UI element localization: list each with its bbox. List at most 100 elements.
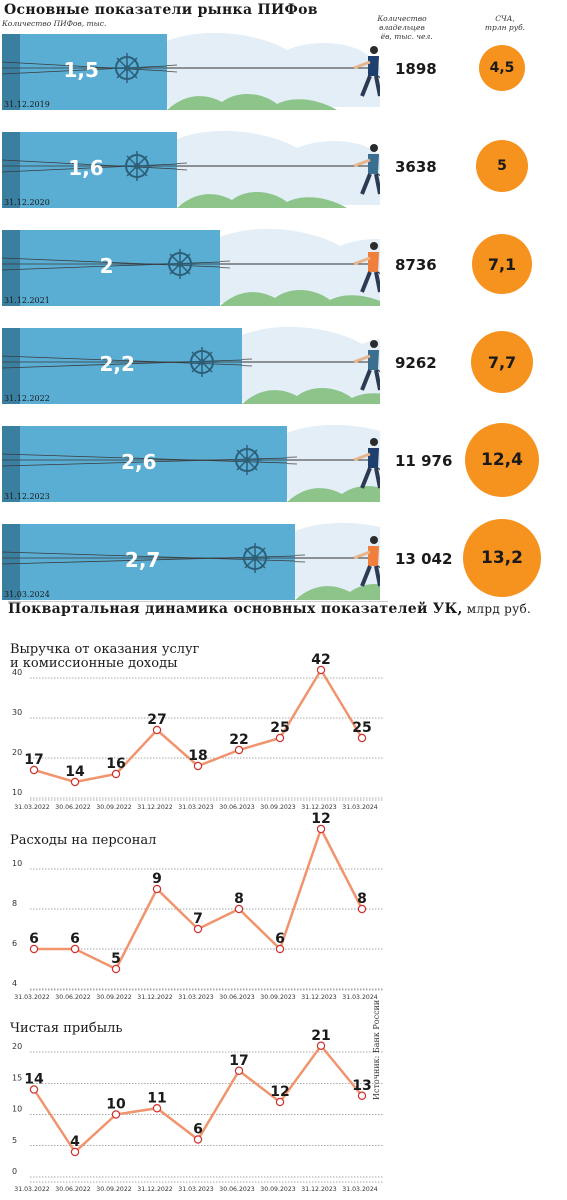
x-tick-label: 31.12.2022 [137, 1186, 172, 1193]
cloud-shape [147, 32, 380, 107]
data-point [357, 733, 367, 743]
chart-title-line: Чистая прибыль [10, 1021, 123, 1036]
y-tick-label: 5 [12, 1136, 17, 1145]
fund-row: 1,5 31.12.2019 [2, 32, 380, 116]
chart-title: Чистая прибыль [10, 1022, 122, 1036]
data-label: 6 [29, 931, 39, 947]
data-point [234, 745, 244, 755]
x-tick-label: 31.12.2022 [137, 804, 172, 811]
data-label: 6 [70, 931, 80, 947]
data-label: 18 [188, 748, 207, 764]
y-tick-label: 8 [12, 899, 17, 908]
y-tick-label: 0 [12, 1167, 17, 1176]
owners-value: 3638 [395, 158, 437, 176]
data-point [234, 1066, 244, 1075]
x-tick-label: 30.09.2023 [260, 804, 295, 811]
data-point [316, 665, 326, 675]
data-point [29, 765, 39, 775]
data-point [193, 761, 203, 771]
data-point [357, 904, 367, 914]
quarterly-title-bold: Поквартальная динамика основных показате… [8, 601, 463, 617]
row-date: 31.12.2023 [4, 492, 50, 501]
nav-circle: 5 [476, 140, 528, 192]
person-arm [353, 256, 371, 266]
x-tick-label: 31.12.2023 [301, 1186, 336, 1193]
owners-value: 9262 [395, 354, 437, 372]
y-tick-label: 30 [12, 708, 22, 717]
data-label: 13 [352, 1078, 371, 1094]
data-point [152, 884, 162, 894]
data-point [152, 1104, 162, 1113]
funds-bar [2, 426, 287, 502]
data-point [316, 824, 326, 834]
data-point [111, 1110, 121, 1119]
fund-row: 2 31.12.2021 [2, 228, 380, 312]
owners-value: 1898 [395, 60, 437, 78]
data-label: 12 [311, 811, 330, 827]
funds-bar-edge [2, 34, 20, 110]
person-head [370, 438, 378, 446]
funds-value: 2,6 [121, 450, 157, 474]
person-body [368, 154, 379, 174]
owners-header-line1: Количество владельцев [377, 14, 427, 32]
data-point [193, 1135, 203, 1144]
grass-shape [220, 290, 380, 306]
rope-over-bar [2, 249, 220, 279]
grass-shape [287, 486, 380, 502]
person-body [368, 252, 379, 272]
data-point [29, 944, 39, 954]
nav-header-line1: СЧА, [495, 14, 515, 23]
data-label: 5 [111, 951, 121, 967]
x-tick-label: 31.03.2022 [14, 994, 49, 1001]
row-illustration [2, 522, 380, 600]
funds-bar-edge [2, 230, 20, 306]
row-date: 31.12.2022 [4, 394, 50, 403]
nav-circle: 4,5 [479, 45, 525, 91]
x-tick-label: 31.03.2022 [14, 804, 49, 811]
nav-header: СЧА, трлн руб. [482, 14, 528, 32]
divider [8, 601, 388, 602]
data-label: 11 [147, 1090, 166, 1106]
chart-title: Расходы на персонал [10, 834, 156, 848]
person-legs [360, 369, 380, 391]
funds-value: 2,7 [124, 548, 161, 572]
person-body [368, 546, 379, 566]
nav-circle: 7,1 [472, 234, 532, 294]
funds-bar-edge [2, 328, 20, 404]
person-legs [360, 467, 380, 489]
funds-bar-edge [2, 132, 20, 208]
owners-value: 13 042 [395, 550, 453, 568]
funds-bar-edge [2, 426, 20, 502]
row-date: 31.12.2021 [4, 296, 50, 305]
person-head [370, 536, 378, 544]
cloud-shape [275, 522, 380, 597]
quarterly-title: Поквартальная динамика основных показате… [8, 601, 531, 617]
data-point [70, 1147, 80, 1157]
owners-value: 8736 [395, 256, 437, 274]
x-tick-label: 30.09.2023 [260, 994, 295, 1001]
person-arm [353, 60, 371, 70]
source-note: Источник: Банк России [372, 999, 381, 1100]
owners-header-line2: паёв, тыс. чел. [371, 32, 433, 41]
funds-value: 1,5 [63, 58, 99, 82]
data-label: 16 [106, 756, 125, 772]
nav-circle: 13,2 [463, 519, 541, 597]
x-tick-label: 30.06.2023 [219, 804, 254, 811]
data-point [152, 725, 162, 735]
y-tick-label: 20 [12, 1042, 22, 1051]
fund-row: 2,2 31.12.2022 [2, 326, 380, 410]
rope-over-bar [2, 347, 242, 377]
funds-value: 2,2 [99, 352, 135, 376]
x-tick-label: 30.09.2023 [260, 1186, 295, 1193]
person-body [368, 350, 379, 370]
y-tick-label: 10 [12, 859, 22, 868]
data-label: 7 [193, 911, 203, 927]
funds-header: Количество ПИФов, тыс. [2, 19, 107, 28]
x-tick-label: 31.03.2023 [178, 1186, 213, 1193]
fund-row: 2,6 31.12.2023 [2, 424, 380, 508]
market-title: Основные показатели рынка ПИФов [4, 2, 318, 18]
grass-shape [242, 388, 380, 404]
